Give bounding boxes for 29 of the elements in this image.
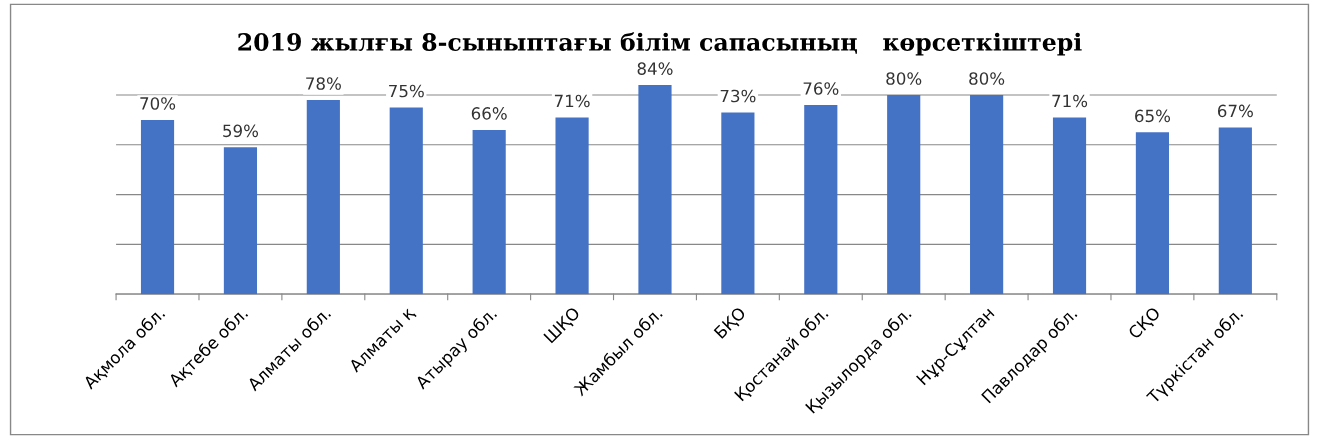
bar (223, 147, 258, 295)
data-label: 76% (803, 82, 839, 95)
bar (638, 85, 672, 295)
bar (804, 104, 838, 295)
data-label: 80% (969, 72, 1005, 85)
bar (1135, 132, 1170, 295)
bar (555, 117, 589, 295)
bar (1218, 127, 1252, 295)
data-label: 67% (1217, 104, 1253, 118)
chart-title: 2019 жылғы 8-сыныптағы білім сапасының көрсеткіштері (238, 32, 1082, 56)
data-label: 71% (554, 94, 590, 108)
data-label: 65% (1135, 109, 1171, 123)
bar (970, 95, 1004, 295)
bar (721, 112, 755, 295)
bar (306, 100, 340, 295)
data-label: 71% (1052, 94, 1088, 108)
data-label: 59% (223, 124, 259, 138)
data-label: 80% (886, 72, 922, 85)
data-label: 66% (471, 107, 507, 120)
data-label: 70% (140, 97, 176, 110)
data-label: 84% (637, 62, 673, 75)
bar (472, 129, 506, 295)
data-label: 78% (306, 77, 341, 90)
data-label: 73% (720, 89, 756, 103)
bar (1052, 117, 1087, 295)
bar (140, 119, 175, 295)
bar (887, 95, 921, 295)
data-label: 75% (389, 84, 424, 98)
bar (389, 107, 423, 295)
